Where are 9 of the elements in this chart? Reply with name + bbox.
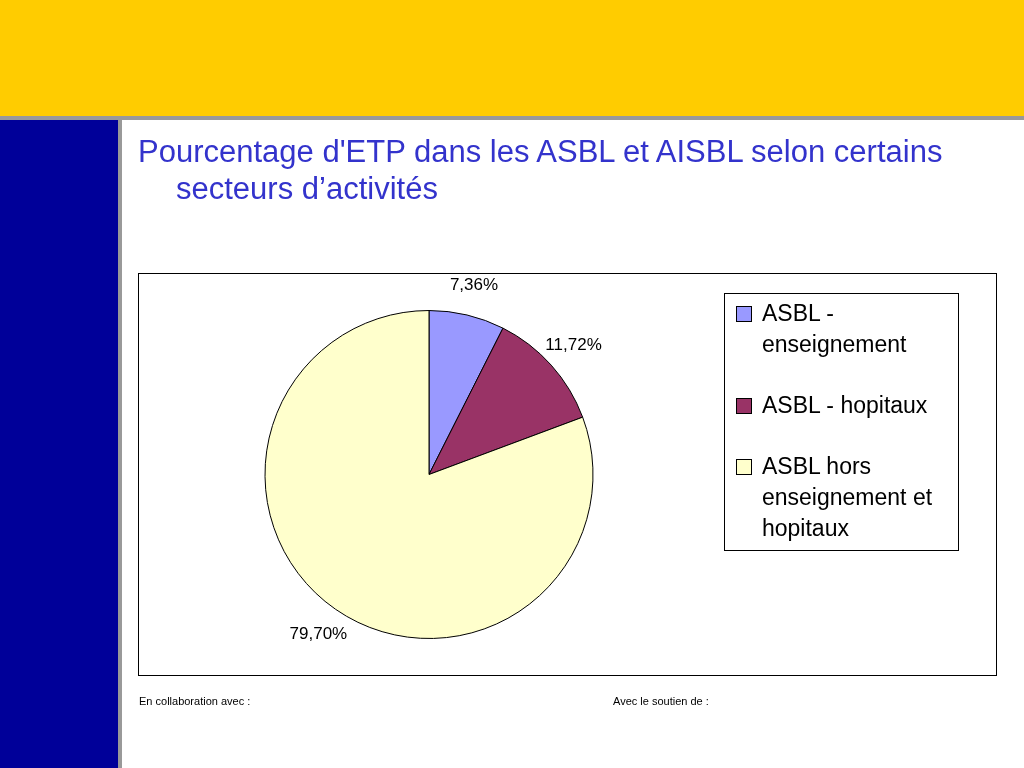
data-label: 11,72% <box>545 334 602 354</box>
legend-label: ASBL - hopitaux <box>762 391 928 420</box>
text: En collaboration avec : <box>139 695 251 707</box>
legend-label: ASBL hors enseignement et hopitaux <box>762 452 934 543</box>
text: Avec le soutien de : <box>613 695 709 707</box>
chart-title: Pourcentage d'ETP dans les ASBL et AISBL selon certains secteurs d’activités <box>138 133 944 207</box>
legend-label: ASBL - enseignement <box>762 299 908 359</box>
data-label: 79,70% <box>289 623 348 643</box>
data-label: 7,36% <box>449 275 499 295</box>
